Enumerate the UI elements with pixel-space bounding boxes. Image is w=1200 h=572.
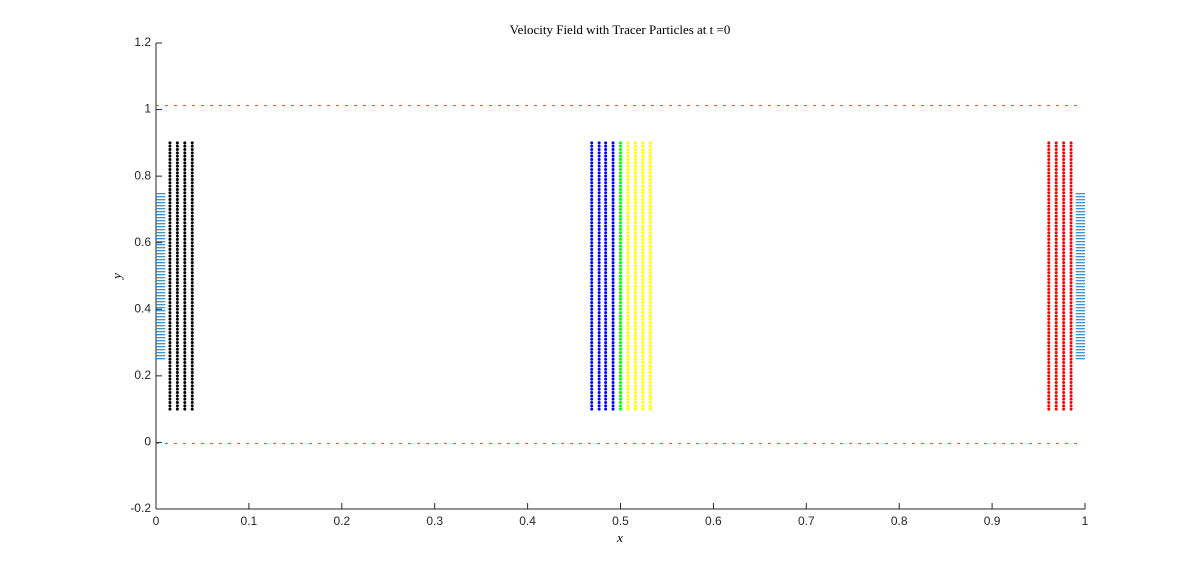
y-tick-label: 0.2 (134, 368, 151, 382)
y-tick-label: -0.2 (130, 501, 151, 515)
x-tick-label: 0.4 (519, 514, 536, 528)
x-tick-label: 1 (1082, 514, 1089, 528)
y-tick-label: 0.6 (134, 235, 151, 249)
y-tick-label: 1 (144, 102, 151, 116)
x-tick-label: 0.6 (705, 514, 722, 528)
x-tick-label: 0.2 (333, 514, 350, 528)
y-tick-label: 0 (144, 435, 151, 449)
y-tick-label: 1.2 (134, 35, 151, 49)
x-tick-label: 0.1 (241, 514, 258, 528)
x-axis-label: x (616, 530, 623, 545)
chart-title: Velocity Field with Tracer Particles at … (510, 22, 731, 37)
y-tick-label: 0.8 (134, 168, 151, 182)
x-tick-label: 0.3 (426, 514, 443, 528)
x-tick-label: 0.7 (798, 514, 815, 528)
x-tick-label: 0.9 (984, 514, 1001, 528)
y-tick-label: 0.4 (134, 301, 151, 315)
y-axis-label: y (109, 273, 124, 281)
x-tick-label: 0.8 (891, 514, 908, 528)
x-tick-label: 0 (153, 514, 160, 528)
x-tick-label: 0.5 (612, 514, 629, 528)
